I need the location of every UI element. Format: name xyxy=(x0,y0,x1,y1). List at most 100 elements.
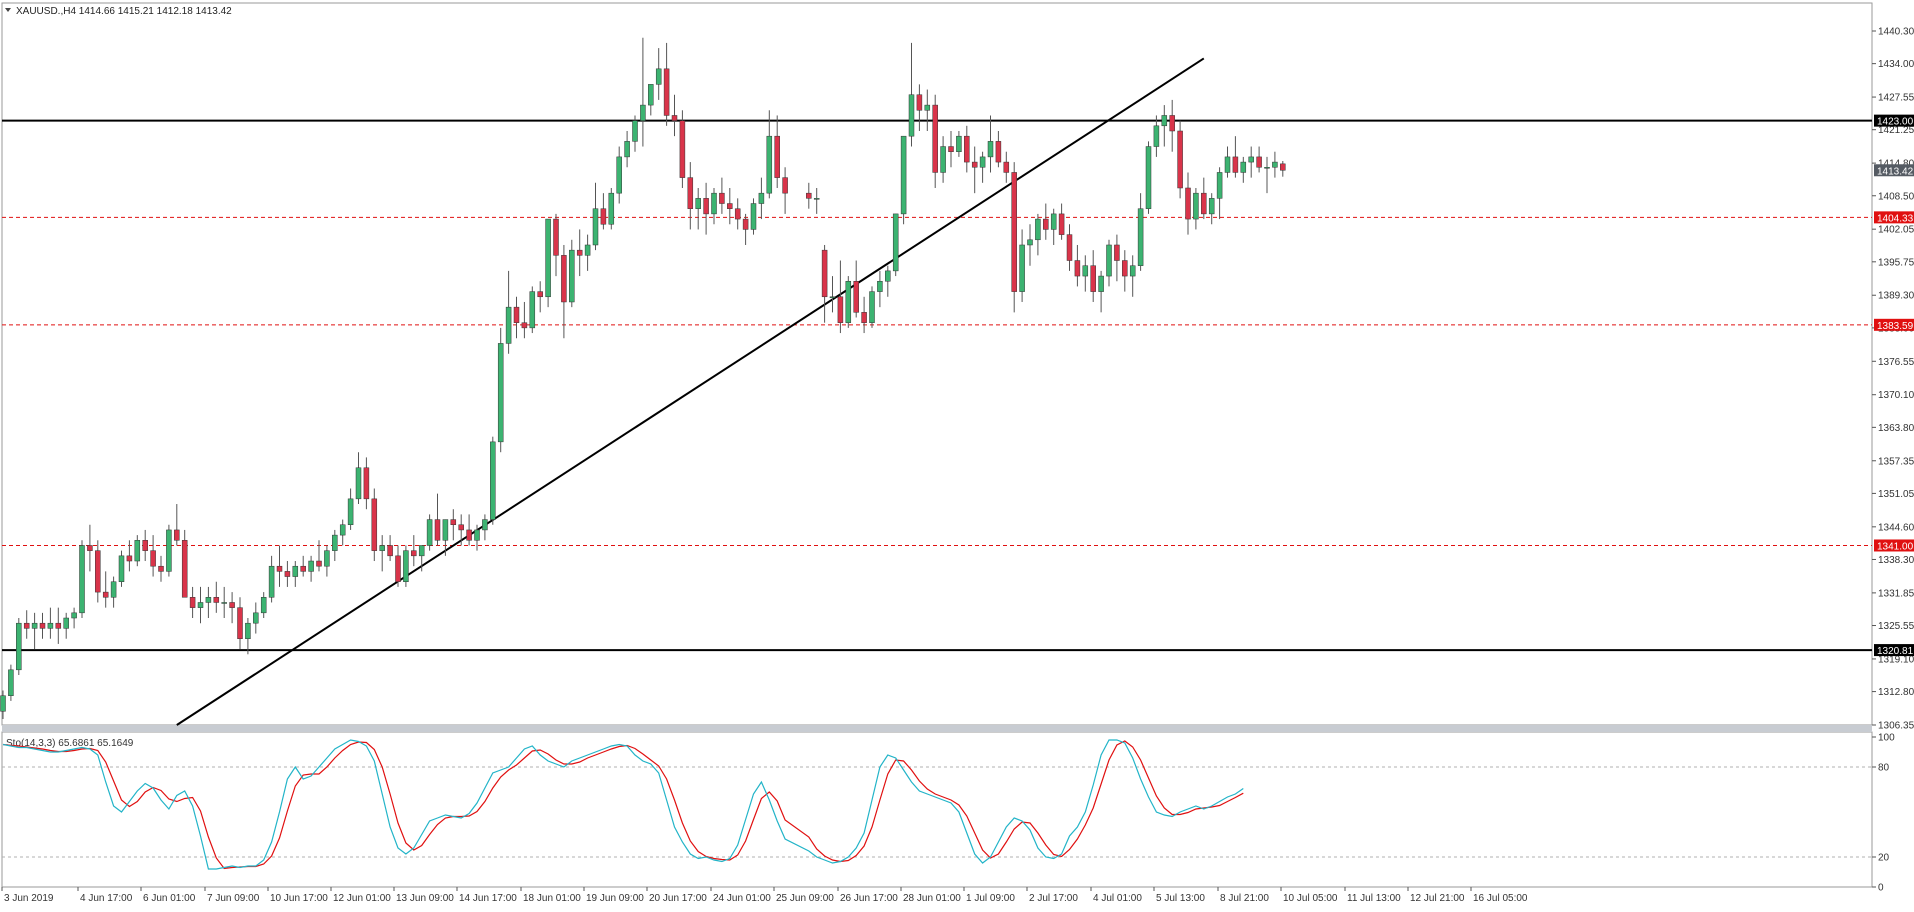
candle-bull xyxy=(758,192,765,204)
candle-bear xyxy=(395,555,401,582)
candle-bear xyxy=(189,597,196,608)
candle-bull xyxy=(1035,218,1041,241)
candle-bull xyxy=(0,695,6,712)
candle-bull xyxy=(260,597,267,614)
y-tick-label: 1395.75 xyxy=(1878,257,1914,268)
x-tick-label: 4 Jun 17:00 xyxy=(80,893,133,904)
candle-bull xyxy=(545,218,551,298)
candle-bear xyxy=(1114,244,1120,261)
price-label-box xyxy=(1874,318,1914,331)
price-label-box xyxy=(1874,539,1914,552)
candle-bear xyxy=(853,280,859,313)
candle-bear xyxy=(671,115,678,121)
price-label: 1341.00 xyxy=(1877,541,1914,552)
candle-bear xyxy=(719,192,725,204)
x-tick-label: 24 Jun 01:00 xyxy=(713,893,771,904)
stoch-main-line xyxy=(2,739,1244,870)
x-tick-label: 8 Jul 21:00 xyxy=(1220,893,1269,904)
x-tick-label: 18 Jun 01:00 xyxy=(523,893,581,904)
price-label: 1383.59 xyxy=(1877,321,1914,332)
candle-bull xyxy=(1098,275,1104,292)
candle-bull xyxy=(569,249,575,303)
stoch-tick-label: 80 xyxy=(1878,763,1890,774)
candle-bull xyxy=(845,280,852,323)
candle-bull xyxy=(482,519,488,531)
price-label: 1423.00 xyxy=(1877,117,1914,128)
candle-bear xyxy=(126,555,133,562)
x-tick-label: 14 Jun 17:00 xyxy=(459,893,517,904)
candle-bull xyxy=(1208,198,1215,215)
price-label: 1320.81 xyxy=(1877,646,1914,657)
x-tick-label: 11 Jul 13:00 xyxy=(1347,893,1401,904)
x-tick-label: 28 Jun 01:00 xyxy=(903,893,961,904)
y-tick-label: 1319.10 xyxy=(1878,654,1914,665)
stoch-signal-line xyxy=(2,740,1244,870)
candle-bear xyxy=(213,597,220,603)
candle-bull xyxy=(1248,156,1254,163)
candle-bear xyxy=(150,550,156,567)
candle-bear xyxy=(39,622,46,629)
price-label-box xyxy=(1874,211,1914,224)
candle-bull xyxy=(529,291,536,329)
indicator-frame xyxy=(1,731,1873,888)
candle-bull xyxy=(253,612,259,624)
y-tick-label: 1338.30 xyxy=(1878,555,1914,566)
candle-bull xyxy=(1272,161,1278,168)
y-tick-label: 1370.10 xyxy=(1878,390,1914,401)
price-label-box xyxy=(1874,644,1914,657)
candle-bear xyxy=(774,135,780,178)
candle-bear xyxy=(1011,172,1017,292)
candle-bull xyxy=(624,141,630,158)
y-tick-label: 1408.50 xyxy=(1878,191,1914,202)
candle-bull xyxy=(869,291,875,323)
candle-bear xyxy=(284,571,291,577)
candle-bear xyxy=(1169,115,1175,132)
y-tick-label: 1427.55 xyxy=(1878,93,1914,104)
y-tick-label: 1376.55 xyxy=(1878,357,1914,368)
x-tick-label: 5 Jul 13:00 xyxy=(1156,893,1205,904)
candle-bear xyxy=(316,560,322,567)
candle-bear xyxy=(466,529,472,541)
candle-bear xyxy=(837,296,844,323)
candle-bull xyxy=(1050,213,1057,230)
candle-bear xyxy=(1177,130,1183,189)
candle-bear xyxy=(537,291,543,298)
candle-bear xyxy=(1185,187,1191,220)
candle-bear xyxy=(411,550,417,557)
candle-bear xyxy=(513,306,520,323)
candle-bull xyxy=(418,545,425,557)
candle-bear xyxy=(363,467,370,500)
candle-bear xyxy=(727,203,733,209)
x-tick-label: 19 Jun 09:00 xyxy=(586,893,644,904)
candle-bear xyxy=(55,622,62,629)
stoch-tick-label: 100 xyxy=(1878,733,1895,744)
candle-bear xyxy=(971,161,978,168)
candle-bull xyxy=(47,622,54,629)
candle-bear xyxy=(679,120,686,178)
candle-bear xyxy=(1256,156,1262,168)
candle-bull xyxy=(268,565,275,598)
candle-bull xyxy=(956,135,962,152)
candle-bear xyxy=(387,545,393,557)
x-tick-label: 12 Jul 21:00 xyxy=(1410,893,1465,904)
candle-bear xyxy=(782,177,788,194)
candle-bear xyxy=(87,545,93,551)
y-tick-label: 1325.55 xyxy=(1878,621,1914,632)
candle-bear xyxy=(1232,156,1239,173)
candle-bull xyxy=(63,617,69,629)
trendline xyxy=(176,57,1205,726)
candle-bear xyxy=(734,208,741,220)
candle-bull xyxy=(1193,192,1199,220)
candle-bull xyxy=(655,68,662,85)
candle-bear xyxy=(742,218,749,230)
y-tick-label: 1440.30 xyxy=(1878,27,1914,38)
candle-bear xyxy=(663,68,670,116)
dropdown-arrow-icon xyxy=(5,8,11,12)
candle-bear xyxy=(687,177,694,209)
candle-bull xyxy=(197,602,204,608)
candle-bear xyxy=(964,135,970,163)
x-tick-label: 20 Jun 17:00 xyxy=(649,893,707,904)
candle-bull xyxy=(592,208,599,246)
candle-bull xyxy=(813,198,820,200)
candle-bull xyxy=(292,565,299,577)
